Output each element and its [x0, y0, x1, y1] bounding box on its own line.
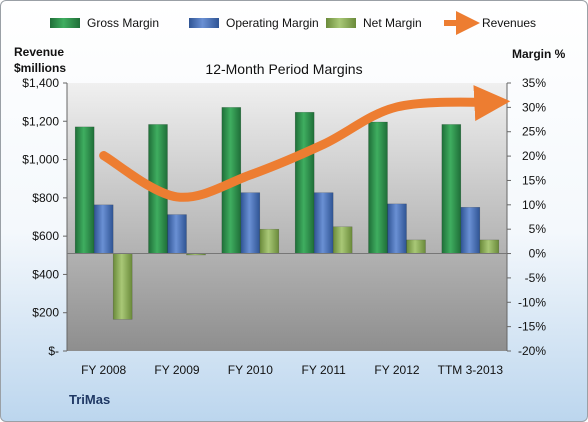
left-tick-label: $1,000	[22, 153, 59, 167]
plot-area	[67, 83, 507, 351]
x-tick-label: FY 2012	[374, 363, 419, 377]
x-tick-label: FY 2009	[154, 363, 199, 377]
x-tick-label: FY 2011	[302, 363, 347, 377]
x-axis: FY 2008 FY 2009 FY 2010 FY 2011 FY 2012 TTM 3…	[81, 363, 503, 377]
legend-item-revenues: Revenues	[444, 11, 536, 35]
right-tick-label: -10%	[518, 295, 546, 309]
chart-title: 12-Month Period Margins	[205, 61, 362, 77]
bar-net-margin	[332, 226, 353, 254]
legend-label-operating-margin: Operating Margin	[226, 16, 319, 30]
legend-item-operating-margin: Operating Margin	[189, 16, 319, 30]
bar-net-margin	[406, 239, 426, 254]
legend-swatch-gross-margin	[50, 18, 80, 28]
right-tick-label: -20%	[518, 344, 546, 358]
right-tick-label: 5%	[529, 222, 547, 236]
bar-gross-margin	[74, 126, 95, 254]
right-tick-label: -5%	[525, 271, 547, 285]
right-tick-label: -15%	[518, 320, 546, 334]
legend-swatch-net-margin	[326, 18, 356, 28]
right-tick-label: 15%	[522, 173, 546, 187]
bar-net-margin	[259, 228, 280, 254]
bar-gross-margin	[294, 111, 315, 254]
left-tick-label: $-	[48, 344, 59, 358]
left-tick-label: $1,400	[22, 76, 59, 90]
legend: Gross Margin Operating Margin Net Margin…	[50, 11, 536, 35]
bar-net-margin	[479, 239, 500, 254]
legend-swatch-operating-margin	[189, 18, 219, 28]
bar-operating-margin	[460, 207, 481, 254]
bar-operating-margin	[313, 192, 334, 254]
right-tick-label: 35%	[522, 76, 546, 90]
left-tick-label: $800	[32, 191, 59, 205]
bar-operating-margin	[240, 192, 261, 254]
legend-item-net-margin: Net Margin	[326, 16, 422, 30]
legend-item-gross-margin: Gross Margin	[50, 16, 159, 30]
bar-net-margin	[112, 253, 133, 320]
left-tick-label: $400	[32, 267, 59, 281]
left-tick-label: $200	[32, 306, 59, 320]
right-axis-title: Margin %	[512, 47, 566, 61]
left-tick-label: $1,200	[22, 114, 59, 128]
legend-label-revenues: Revenues	[482, 16, 536, 30]
right-tick-label: 30%	[522, 100, 546, 114]
bar-gross-margin	[441, 124, 462, 254]
right-tick-label: 25%	[522, 125, 546, 139]
right-tick-label: 20%	[522, 149, 546, 163]
x-tick-label: FY 2008	[81, 363, 126, 377]
left-axis-title-line1: Revenue	[14, 45, 64, 59]
revenue-line-path	[99, 85, 511, 202]
left-axis: $- $200 $400 $600 $800 $1,000 $1,200 $1,400	[22, 76, 68, 358]
right-tick-label: 10%	[522, 198, 546, 212]
right-tick-label: 0%	[529, 247, 547, 261]
bar-operating-margin	[93, 204, 114, 254]
company-name: TriMas	[69, 392, 110, 407]
legend-label-gross-margin: Gross Margin	[87, 16, 159, 30]
revenue-line	[99, 85, 511, 202]
bar-gross-margin	[368, 121, 388, 254]
bar-operating-margin	[387, 203, 407, 254]
left-tick-label: $600	[32, 229, 59, 243]
x-tick-label: FY 2010	[228, 363, 273, 377]
x-tick-label: TTM 3-2013	[438, 363, 504, 377]
left-axis-title-line2: $millions	[14, 61, 66, 75]
right-axis: -20% -15% -10% -5% 0% 5% 10% 15% 20% 25% 30% 35%	[506, 76, 547, 358]
legend-label-net-margin: Net Margin	[363, 16, 422, 30]
bar-operating-margin	[167, 214, 187, 254]
